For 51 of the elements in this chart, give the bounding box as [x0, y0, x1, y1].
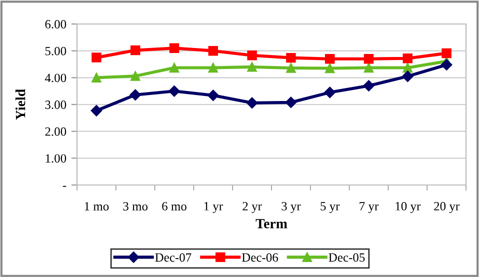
point: [363, 80, 374, 92]
point: [402, 62, 413, 73]
point: [285, 96, 297, 108]
x-tick-label: 10 yr: [396, 202, 421, 214]
point: [130, 45, 140, 56]
point: [168, 85, 180, 97]
y-axis-title: Yield: [15, 89, 26, 120]
point: [208, 46, 218, 56]
x-tick-label: 3 yr: [282, 202, 301, 214]
point: [130, 89, 141, 100]
point: [364, 62, 374, 73]
point: [402, 53, 413, 64]
legend-label: Dec-07: [155, 253, 192, 262]
y-tick-label: 3.00: [45, 100, 66, 110]
point: [324, 86, 336, 98]
point: [324, 63, 335, 74]
point: [246, 97, 258, 108]
point: [90, 105, 102, 116]
x-tick-label: 2 yr: [242, 202, 262, 214]
x-tick-label: 1 mo: [84, 202, 109, 210]
y-tick-label: 6.00: [45, 20, 66, 29]
y-tick-label: 5.00: [45, 46, 66, 56]
point: [169, 43, 180, 54]
x-tick-label: 1 yr: [204, 202, 223, 214]
point: [92, 52, 102, 62]
x-tick-label: 3 mo: [123, 202, 148, 210]
point: [208, 62, 218, 73]
legend-label: Dec-06: [242, 253, 278, 262]
point: [442, 48, 452, 58]
legend-label: Dec-05: [328, 253, 365, 262]
y-tick-label: 1.00: [46, 154, 66, 163]
x-axis-title: Term: [256, 219, 288, 228]
point: [440, 59, 452, 70]
point: [286, 52, 296, 63]
point: [247, 62, 257, 72]
y-tick-label: 4.00: [44, 74, 66, 82]
y-tick-label: 2.00: [45, 127, 66, 136]
point: [364, 54, 374, 64]
point: [324, 54, 335, 64]
x-tick-label: 7 yr: [360, 202, 379, 214]
x-tick-label: 5 yr: [320, 202, 340, 214]
point: [169, 62, 180, 73]
y-tick-label: -: [62, 186, 66, 187]
point: [286, 63, 296, 73]
point: [130, 71, 140, 81]
x-tick-label: 6 mo: [162, 202, 186, 210]
point: [247, 50, 257, 60]
point: [208, 90, 219, 101]
point: [92, 72, 102, 83]
point: [402, 70, 414, 82]
x-tick-label: 20 yr: [434, 202, 460, 214]
